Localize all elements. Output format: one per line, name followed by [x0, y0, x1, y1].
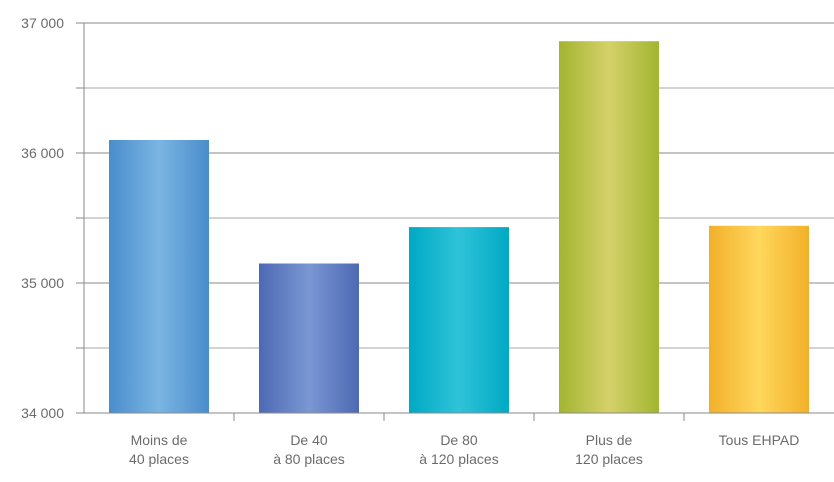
x-category-label: à 120 places — [419, 451, 498, 467]
y-tick-label: 37 000 — [21, 15, 64, 31]
bar — [559, 41, 659, 413]
y-tick-label: 34 000 — [21, 405, 64, 421]
bars — [109, 41, 809, 413]
bar — [409, 227, 509, 413]
x-category-labels: Moins de 40 places De 40 à 80 places De 80 à … — [129, 432, 799, 467]
x-category-label: De 80 — [440, 432, 478, 448]
bar — [709, 225, 809, 413]
x-category-label: Moins de — [131, 432, 188, 448]
x-category-label: 120 places — [575, 451, 643, 467]
x-category-label: à 80 places — [273, 451, 345, 467]
x-category-label: Plus de — [586, 432, 633, 448]
y-tick-labels: 34 000 35 000 36 000 37 000 — [21, 15, 64, 421]
y-tick-label: 36 000 — [21, 145, 64, 161]
x-category-label: De 40 — [290, 432, 328, 448]
y-tick-label: 35 000 — [21, 275, 64, 291]
bar — [109, 140, 209, 413]
bar — [259, 263, 359, 413]
axes — [76, 22, 834, 421]
x-category-label: 40 places — [129, 451, 189, 467]
x-category-label: Tous EHPAD — [719, 432, 800, 448]
